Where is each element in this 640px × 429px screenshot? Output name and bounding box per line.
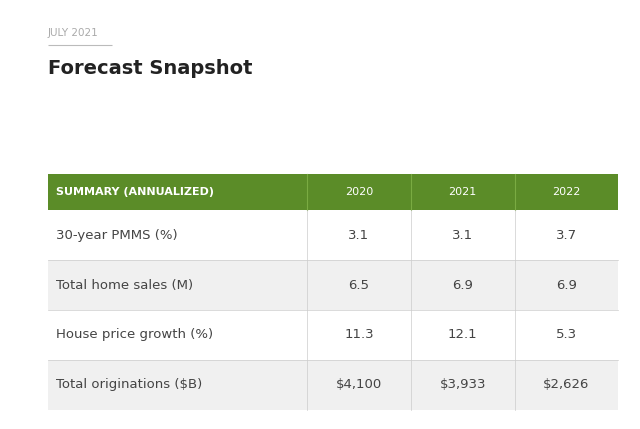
- Text: 2021: 2021: [449, 187, 477, 197]
- Text: JULY 2021: JULY 2021: [48, 28, 99, 38]
- Text: SUMMARY (ANNUALIZED): SUMMARY (ANNUALIZED): [56, 187, 214, 197]
- Text: 30-year PMMS (%): 30-year PMMS (%): [56, 229, 178, 242]
- Text: 6.9: 6.9: [556, 278, 577, 292]
- Text: 2022: 2022: [552, 187, 580, 197]
- Text: 6.9: 6.9: [452, 278, 473, 292]
- Text: 12.1: 12.1: [448, 329, 477, 341]
- Text: $4,100: $4,100: [336, 378, 382, 391]
- Text: Total home sales (M): Total home sales (M): [56, 278, 193, 292]
- Text: 5.3: 5.3: [556, 329, 577, 341]
- Text: $2,626: $2,626: [543, 378, 589, 391]
- Text: 3.7: 3.7: [556, 229, 577, 242]
- Text: House price growth (%): House price growth (%): [56, 329, 214, 341]
- Text: $3,933: $3,933: [440, 378, 486, 391]
- Text: 6.5: 6.5: [349, 278, 369, 292]
- Text: 3.1: 3.1: [452, 229, 473, 242]
- Text: 2020: 2020: [345, 187, 373, 197]
- Text: 3.1: 3.1: [348, 229, 369, 242]
- Text: Total originations ($B): Total originations ($B): [56, 378, 203, 391]
- Text: Forecast Snapshot: Forecast Snapshot: [48, 59, 253, 78]
- Text: 11.3: 11.3: [344, 329, 374, 341]
